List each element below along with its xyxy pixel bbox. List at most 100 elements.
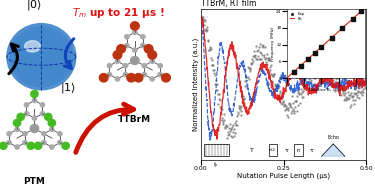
Text: $\it{T}$$_m$ up to 21 µs !: $\it{T}$$_m$ up to 21 µs ! — [72, 6, 164, 20]
Point — [358, 94, 364, 97]
Point — [312, 66, 318, 69]
Point — [292, 99, 298, 102]
Point — [289, 95, 295, 98]
Point — [270, 75, 276, 78]
Point — [198, 19, 204, 22]
Point — [278, 97, 284, 100]
Bar — [294, 144, 303, 156]
Point — [218, 112, 224, 115]
Point — [324, 73, 330, 76]
Point — [288, 112, 294, 115]
Text: $|0\rangle$: $|0\rangle$ — [26, 0, 42, 12]
Circle shape — [23, 140, 27, 145]
Point — [325, 70, 331, 73]
Point — [200, 16, 206, 19]
Point — [238, 109, 244, 112]
Point — [356, 97, 362, 100]
Point — [270, 75, 276, 78]
Point — [250, 60, 256, 63]
Point — [249, 62, 255, 65]
Point — [274, 85, 280, 88]
Point — [314, 74, 320, 77]
Circle shape — [115, 77, 120, 81]
Text: $|1\rangle$: $|1\rangle$ — [60, 81, 76, 95]
Point — [328, 75, 334, 78]
Point — [283, 107, 289, 110]
Point — [312, 82, 318, 85]
Point — [253, 58, 259, 61]
Point — [322, 70, 328, 73]
Point — [310, 69, 316, 72]
Point — [342, 88, 348, 91]
Text: PTM: PTM — [24, 177, 45, 186]
Point — [326, 67, 332, 70]
Point — [264, 63, 270, 66]
Point — [249, 61, 255, 64]
Point — [239, 101, 245, 104]
Point — [258, 43, 264, 46]
Ellipse shape — [25, 41, 40, 52]
Circle shape — [42, 132, 46, 136]
Point — [267, 57, 273, 60]
Point — [310, 66, 316, 69]
Text: T: T — [250, 148, 254, 153]
Point — [244, 84, 250, 87]
Point — [283, 104, 289, 107]
Point — [303, 82, 309, 85]
Point — [265, 58, 271, 61]
Point — [337, 88, 343, 91]
Point — [321, 60, 327, 63]
Point — [205, 40, 211, 43]
Point — [347, 93, 353, 96]
Circle shape — [142, 72, 147, 77]
Point — [299, 96, 305, 99]
Point — [228, 127, 234, 130]
Point — [214, 88, 220, 91]
Point — [206, 48, 212, 51]
Circle shape — [130, 57, 139, 64]
Point — [308, 78, 314, 81]
Point — [353, 91, 359, 94]
Point — [297, 101, 303, 104]
Point — [268, 64, 274, 67]
Point — [359, 90, 365, 93]
Point — [303, 72, 309, 75]
Point — [205, 38, 211, 41]
Point — [329, 74, 335, 77]
Bar — [204, 144, 229, 156]
Circle shape — [34, 142, 42, 149]
Point — [302, 79, 307, 82]
Point — [269, 73, 275, 76]
Point — [362, 87, 368, 90]
Point — [294, 110, 300, 113]
Point — [302, 82, 308, 85]
Circle shape — [15, 127, 19, 131]
Point — [258, 52, 264, 55]
Circle shape — [48, 119, 56, 126]
Point — [304, 74, 310, 77]
Point — [213, 79, 219, 82]
Point — [280, 100, 286, 103]
Point — [284, 113, 290, 116]
Point — [309, 64, 315, 67]
Point — [235, 110, 241, 113]
Point — [339, 80, 345, 83]
Point — [254, 50, 260, 53]
Point — [308, 81, 314, 84]
Point — [266, 59, 272, 62]
Point — [316, 64, 322, 67]
Point — [297, 82, 303, 85]
Point — [246, 77, 252, 80]
Point — [362, 84, 368, 87]
Circle shape — [158, 64, 162, 68]
Circle shape — [31, 91, 38, 98]
Point — [199, 19, 205, 22]
Circle shape — [113, 51, 122, 59]
Point — [263, 61, 269, 64]
Point — [341, 99, 347, 102]
Point — [241, 97, 247, 100]
Point — [319, 60, 325, 64]
Point — [342, 97, 348, 100]
Circle shape — [123, 72, 128, 77]
Point — [305, 88, 311, 91]
